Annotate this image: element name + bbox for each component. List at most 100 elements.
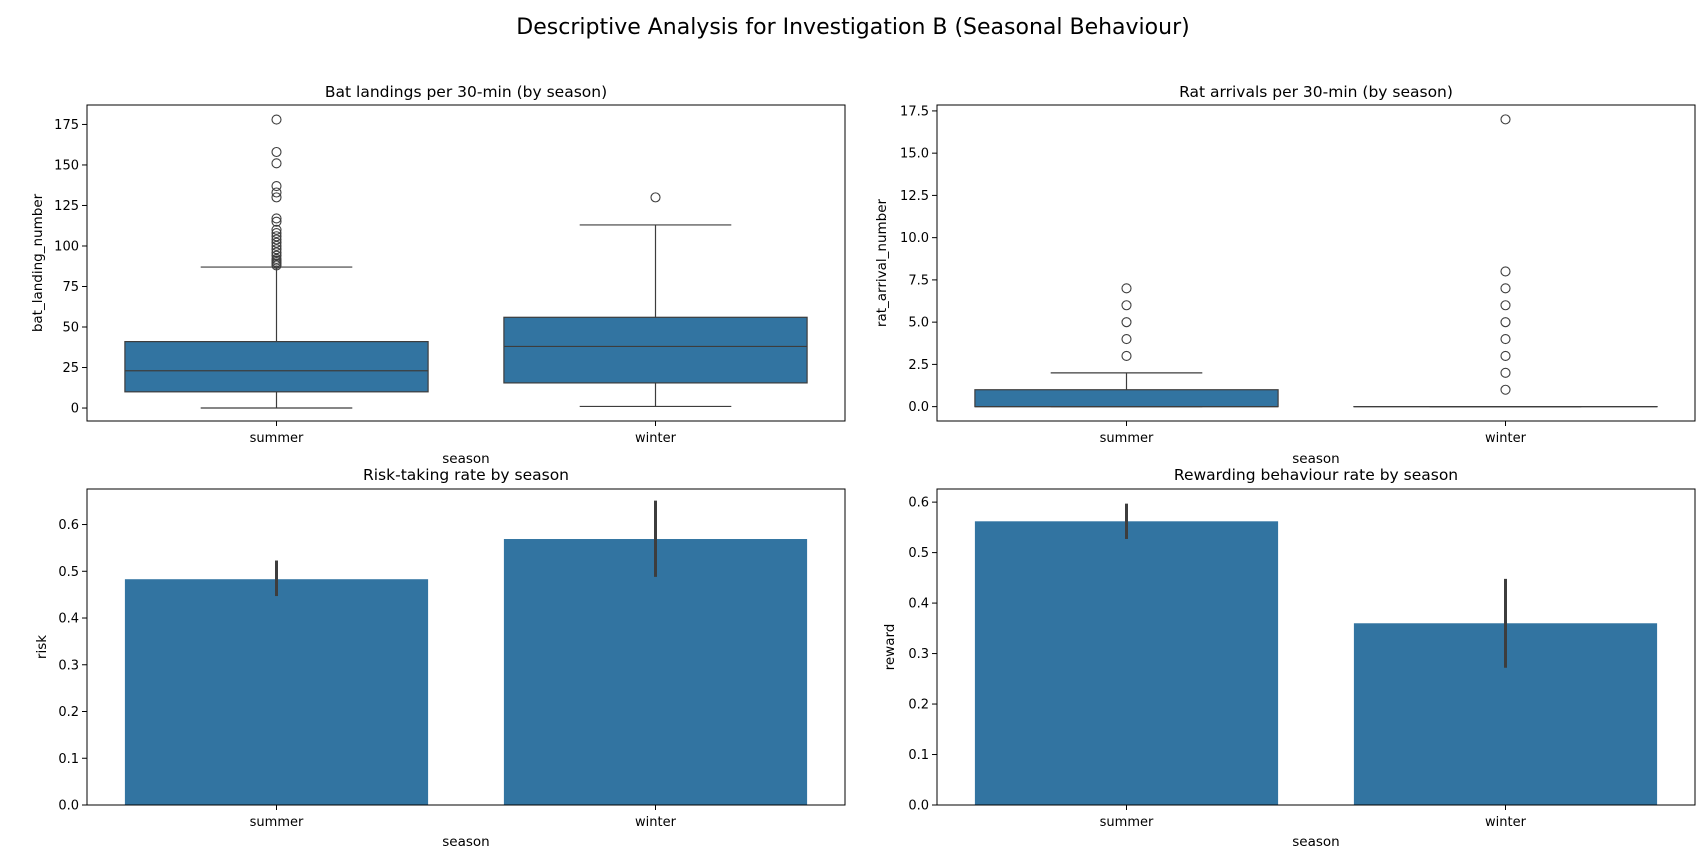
outlier-point [271, 244, 282, 255]
outlier-point [1500, 317, 1511, 328]
outlier-point [1121, 333, 1132, 345]
bar-winter [503, 539, 808, 805]
y-axis-label: rat_arrival_number [874, 198, 890, 327]
y-tick-label: 12.5 [900, 189, 929, 204]
axes-frame [936, 104, 1696, 422]
plot-area: 0.0 0.1 0.2 0.3 0.4 0.5 0.6 summer winter [58, 500, 808, 830]
outlier-point [271, 114, 282, 125]
bar-summer [974, 521, 1279, 805]
y-tick-label: 0.4 [58, 612, 79, 627]
outlier-point [271, 180, 282, 192]
outlier-point [271, 146, 282, 158]
outlier-point [271, 192, 282, 203]
box-summer [974, 389, 1279, 408]
y-axis-label: reward [882, 624, 898, 671]
y-tick-label: 125 [54, 199, 79, 214]
panel-risk-rate: Risk-taking rate by season 0.00.10.20.30… [34, 466, 846, 850]
outlier-point [271, 158, 282, 169]
y-tick-label: 0.0 [908, 799, 929, 814]
outlier-point [1500, 367, 1511, 378]
x-tick-label: summer [1100, 815, 1154, 830]
y-axis-label: bat_landing_number [30, 193, 46, 332]
plot-area: 0.0 0.1 0.2 0.3 0.4 0.5 0.6 summer winter [908, 496, 1658, 830]
box-summer [124, 340, 429, 393]
y-tick-label: 2.5 [908, 358, 929, 373]
x-tick-label: winter [1485, 815, 1527, 830]
y-tick-label: 100 [54, 239, 79, 254]
box-winter [503, 316, 808, 384]
x-tick-label: winter [635, 815, 677, 830]
outlier-point [1121, 350, 1132, 361]
outlier-point [271, 227, 282, 239]
y-tick-label: 0.1 [58, 752, 79, 767]
x-tick-label: winter [635, 431, 677, 446]
outlier-point [1121, 283, 1132, 294]
y-tick-label: 50 [62, 321, 79, 336]
outlier-point [1500, 333, 1511, 345]
outlier-point [271, 234, 282, 245]
y-tick-label: 0.0 [908, 400, 929, 415]
panel-reward-rate: Rewarding behaviour rate by season 0.00.… [882, 466, 1696, 850]
outlier-point [1500, 300, 1511, 311]
bar-summer [124, 579, 429, 805]
axes-frame [936, 488, 1696, 806]
outlier-point [1500, 266, 1511, 277]
y-tick-label: 0.3 [58, 658, 79, 673]
axes-frame [86, 104, 846, 422]
y-tick-label: 7.5 [908, 273, 929, 288]
axes-frame [86, 488, 846, 806]
outlier-point [1121, 300, 1132, 311]
y-tick-label: 10.0 [900, 231, 929, 246]
y-tick-label: 0.2 [908, 698, 929, 713]
outlier-point [271, 231, 282, 242]
y-tick-label: 0.2 [58, 705, 79, 720]
panel-bat-landings: Bat landings per 30-min (by season) 0 25 5… [30, 83, 846, 467]
y-axis-label: risk [34, 635, 50, 659]
x-tick-label: summer [250, 815, 304, 830]
chart-title: Rat arrivals per 30-min (by season) [1179, 83, 1453, 101]
outlier-point [271, 216, 282, 227]
chart-title: Risk-taking rate by season [363, 466, 569, 484]
y-tick-label: 5.0 [908, 316, 929, 331]
x-axis-label: season [1292, 451, 1339, 467]
outlier-point [1500, 283, 1511, 294]
y-tick-label: 0.6 [908, 496, 929, 511]
plot-area: 0 25 50 75 100 125 150 175 summer winter [54, 114, 808, 446]
outlier-point [271, 187, 282, 198]
outlier-point [271, 224, 282, 235]
chart-title: Rewarding behaviour rate by season [1174, 466, 1458, 484]
y-tick-label: 0.4 [908, 597, 929, 612]
y-tick-label: 0.3 [908, 647, 929, 662]
outlier-point [1121, 317, 1132, 328]
plot-area: 0.0 2.5 5.0 7.5 10.0 12.5 15.0 17.5 summer winter [900, 104, 1658, 446]
y-tick-label: 17.5 [900, 104, 929, 119]
panel-rat-arrivals: Rat arrivals per 30-min (by season) 0.0 2… [874, 83, 1696, 467]
y-tick-label: 0.6 [58, 518, 79, 533]
outlier-point [271, 240, 282, 252]
y-tick-label: 0.5 [908, 546, 929, 561]
x-tick-label: winter [1485, 431, 1527, 446]
x-tick-label: summer [250, 431, 304, 446]
outlier-point [650, 192, 661, 203]
chart-title: Bat landings per 30-min (by season) [325, 83, 607, 101]
x-axis-label: season [442, 834, 489, 850]
y-tick-label: 150 [54, 158, 79, 173]
y-tick-label: 175 [54, 118, 79, 133]
x-axis-label: season [1292, 834, 1339, 850]
outlier-point [1500, 350, 1511, 361]
outlier-point [271, 253, 282, 264]
y-tick-label: 0.5 [58, 565, 79, 580]
outlier-point [1500, 384, 1511, 395]
y-tick-label: 25 [62, 361, 79, 376]
y-tick-label: 0.1 [908, 748, 929, 763]
outlier-point [271, 250, 282, 261]
outlier-point [271, 237, 282, 248]
x-tick-label: summer [1100, 431, 1154, 446]
y-tick-label: 15.0 [900, 147, 929, 162]
outlier-point [1500, 114, 1511, 125]
y-tick-label: 75 [62, 280, 79, 295]
y-tick-label: 0 [71, 402, 79, 417]
y-tick-label: 0.0 [58, 799, 79, 814]
outlier-point [271, 213, 282, 224]
